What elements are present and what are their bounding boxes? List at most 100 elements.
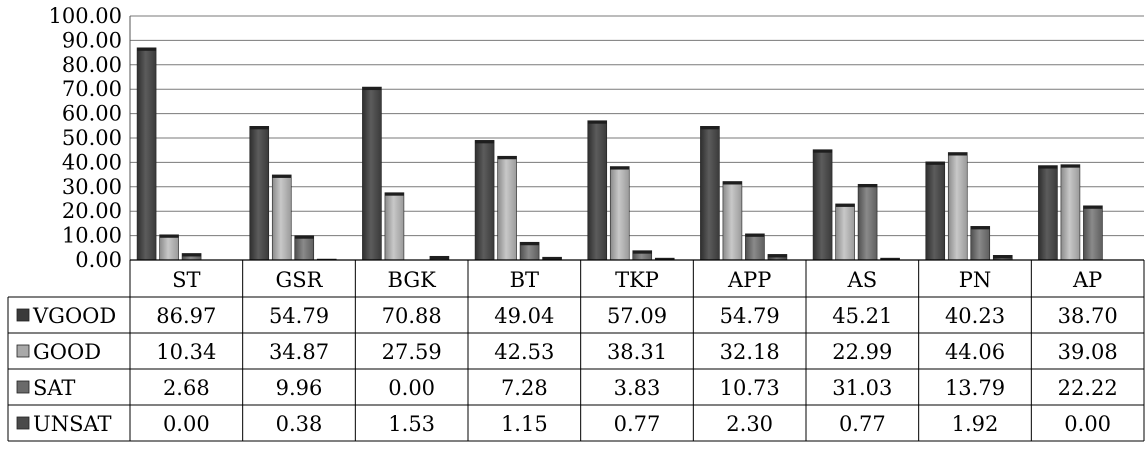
data-cell: 0.00 bbox=[388, 376, 435, 400]
bar-cap bbox=[542, 257, 562, 260]
data-cell: 34.87 bbox=[269, 340, 329, 364]
bar-rect bbox=[835, 203, 855, 261]
data-cell: 13.79 bbox=[945, 376, 1005, 400]
y-tick-label: 70.00 bbox=[62, 77, 122, 101]
bar-sat-st bbox=[181, 253, 202, 261]
data-cell: 49.04 bbox=[494, 304, 554, 328]
data-cell: 3.83 bbox=[614, 376, 661, 400]
bar-rect bbox=[722, 181, 743, 261]
y-tick-label: 40.00 bbox=[62, 150, 122, 174]
data-cell: 57.09 bbox=[607, 304, 667, 328]
bar-rect bbox=[249, 126, 270, 261]
bar-good-st bbox=[159, 234, 179, 261]
data-cell: 27.59 bbox=[382, 340, 442, 364]
data-cell: 54.79 bbox=[720, 304, 780, 328]
bar-vgood-app bbox=[700, 126, 720, 261]
bar-cap bbox=[182, 253, 202, 257]
bar-rect bbox=[812, 149, 833, 261]
bar-cap bbox=[362, 87, 382, 91]
bar-unsat-pn bbox=[992, 255, 1013, 261]
bar-rect bbox=[1060, 164, 1081, 261]
data-cell: 2.68 bbox=[163, 376, 210, 400]
bar-unsat-app bbox=[767, 254, 788, 261]
data-cell: 32.18 bbox=[720, 340, 780, 364]
bar-good-bt bbox=[497, 155, 517, 261]
bar-good-as bbox=[835, 203, 855, 261]
bar-rect bbox=[159, 234, 179, 261]
bar-rect bbox=[362, 86, 382, 261]
bar-cap bbox=[993, 255, 1013, 259]
legend-swatch bbox=[16, 344, 30, 358]
data-cell: 39.08 bbox=[1058, 340, 1118, 364]
y-tick-label: 80.00 bbox=[62, 53, 122, 77]
bar-cap bbox=[767, 254, 787, 258]
bar-cap bbox=[587, 120, 607, 124]
category-label: BGK bbox=[388, 268, 437, 292]
bar-vgood-gsr bbox=[249, 126, 270, 261]
bar-cap bbox=[880, 258, 900, 260]
bar-rect bbox=[947, 152, 968, 261]
category-label: BT bbox=[510, 268, 539, 292]
bar-cap bbox=[137, 47, 157, 51]
category-label: PN bbox=[959, 268, 992, 292]
bar-cap bbox=[384, 192, 404, 196]
data-cell: 0.77 bbox=[839, 412, 886, 436]
data-cell: 1.15 bbox=[501, 412, 548, 436]
bar-sat-gsr bbox=[294, 235, 315, 261]
bar-cap bbox=[1060, 164, 1080, 168]
data-cell: 45.21 bbox=[832, 304, 892, 328]
bar-cap bbox=[970, 226, 990, 230]
y-tick-label: 20.00 bbox=[62, 199, 122, 223]
data-cell: 0.00 bbox=[1064, 412, 1111, 436]
bar-cap bbox=[813, 149, 833, 153]
bar-rect bbox=[384, 192, 405, 261]
bar-cap bbox=[700, 126, 720, 130]
data-cell: 10.34 bbox=[156, 340, 216, 364]
y-tick-label: 30.00 bbox=[62, 175, 122, 199]
bar-good-bgk bbox=[384, 192, 405, 261]
category-label: APP bbox=[727, 268, 771, 292]
bar-vgood-as bbox=[812, 149, 833, 261]
data-table: ST GSR BGK BT TKP APP AS PN AP VGOOD 86.97 54.79 70.… bbox=[7, 259, 1145, 442]
data-cell: 86.97 bbox=[156, 304, 216, 328]
category-label: GSR bbox=[276, 268, 324, 292]
bar-good-pn bbox=[947, 152, 968, 261]
category-label: AP bbox=[1072, 268, 1102, 292]
bar-vgood-bt bbox=[474, 140, 495, 261]
data-cell: 40.23 bbox=[945, 304, 1005, 328]
bar-rect bbox=[1038, 165, 1058, 261]
bar-good-gsr bbox=[271, 174, 292, 261]
bar-rect bbox=[587, 120, 608, 261]
legend-swatch bbox=[16, 308, 30, 322]
bar-good-app bbox=[722, 181, 743, 261]
bar-rect bbox=[857, 183, 878, 261]
data-cell: 0.00 bbox=[163, 412, 210, 436]
bar-cap bbox=[520, 242, 540, 246]
bar-good-ap bbox=[1060, 164, 1081, 261]
bar-vgood-bgk bbox=[362, 86, 382, 261]
data-cell: 9.96 bbox=[276, 376, 323, 400]
bar-cap bbox=[272, 174, 292, 178]
legend-swatch bbox=[16, 416, 30, 430]
bar-good-tkp bbox=[609, 166, 630, 261]
bars bbox=[136, 47, 1103, 261]
data-cell: 2.30 bbox=[726, 412, 773, 436]
bar-sat-as bbox=[857, 183, 878, 261]
bar-rect bbox=[745, 233, 765, 261]
data-cell: 1.92 bbox=[952, 412, 999, 436]
bar-cap bbox=[655, 258, 675, 260]
y-axis-ticks: 0.0010.0020.0030.0040.0050.0060.0070.008… bbox=[49, 4, 122, 272]
bar-sat-pn bbox=[970, 226, 991, 261]
bar-vgood-ap bbox=[1038, 165, 1058, 261]
y-tick-label: 100.00 bbox=[49, 4, 122, 28]
bar-cap bbox=[294, 235, 314, 239]
series-label: UNSAT bbox=[33, 412, 111, 436]
bar-cap bbox=[429, 256, 449, 260]
category-label: TKP bbox=[615, 268, 659, 292]
bar-rect bbox=[970, 226, 991, 261]
bar-sat-ap bbox=[1083, 205, 1103, 261]
data-cell: 10.73 bbox=[720, 376, 780, 400]
series-label: GOOD bbox=[33, 340, 101, 364]
data-cell: 42.53 bbox=[494, 340, 554, 364]
